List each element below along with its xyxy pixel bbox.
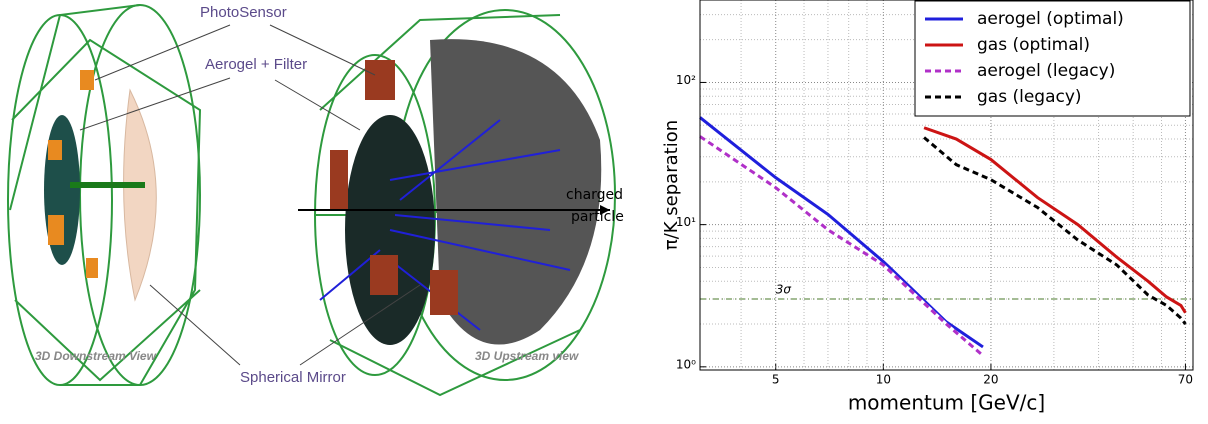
y-tick-label: 10⁰: [676, 357, 696, 371]
y-axis-label: π/K separation: [661, 120, 682, 250]
legend-label: aerogel (legacy): [977, 61, 1115, 81]
caption-downstream: 3D Downstream View: [35, 349, 157, 363]
y-tick-label: 10¹: [676, 215, 696, 229]
series-line: [699, 135, 984, 357]
label-aerogel: Aerogel + Filter: [205, 56, 307, 73]
separation-chart: 5 10 20 70 10⁰ 10¹ 10² 3σ momentum [GeV/c] π/K se…: [661, 0, 1194, 415]
photosensors: [48, 70, 98, 278]
callout-arrows: [79, 24, 421, 366]
x-tick-label: 10: [876, 373, 891, 387]
caption-upstream: 3D Upstream view: [475, 349, 579, 363]
label-mirror: Spherical Mirror: [240, 369, 346, 386]
plot-frame: [699, 0, 1194, 371]
mirror-shape: [123, 88, 157, 302]
x-tick-label: 20: [983, 373, 998, 387]
label-particle: particle: [571, 209, 624, 225]
label-particle: charged: [566, 187, 623, 203]
x-tick-label: 70: [1178, 373, 1193, 387]
legend-label: gas (optimal): [977, 35, 1090, 55]
x-axis-label: momentum [GeV/c]: [848, 391, 1045, 415]
series-line: [923, 136, 1187, 325]
legend-label: gas (legacy): [977, 87, 1082, 107]
x-tick-label: 5: [772, 373, 780, 387]
particle-arrow: [600, 205, 610, 215]
detector-diagram: PhotoSensor Aerogel + Filter Spherical M…: [7, 4, 624, 397]
series-line-base: [699, 135, 984, 357]
series-line: [699, 116, 984, 349]
label-photosensor: PhotoSensor: [200, 4, 287, 21]
downstream-frame: [7, 4, 202, 386]
y-tick-label: 10²: [676, 73, 696, 87]
legend-label: aerogel (optimal): [977, 9, 1124, 29]
reference-label: 3σ: [776, 282, 792, 296]
sensor-arrays: [330, 60, 458, 315]
series-line: [923, 126, 1187, 314]
